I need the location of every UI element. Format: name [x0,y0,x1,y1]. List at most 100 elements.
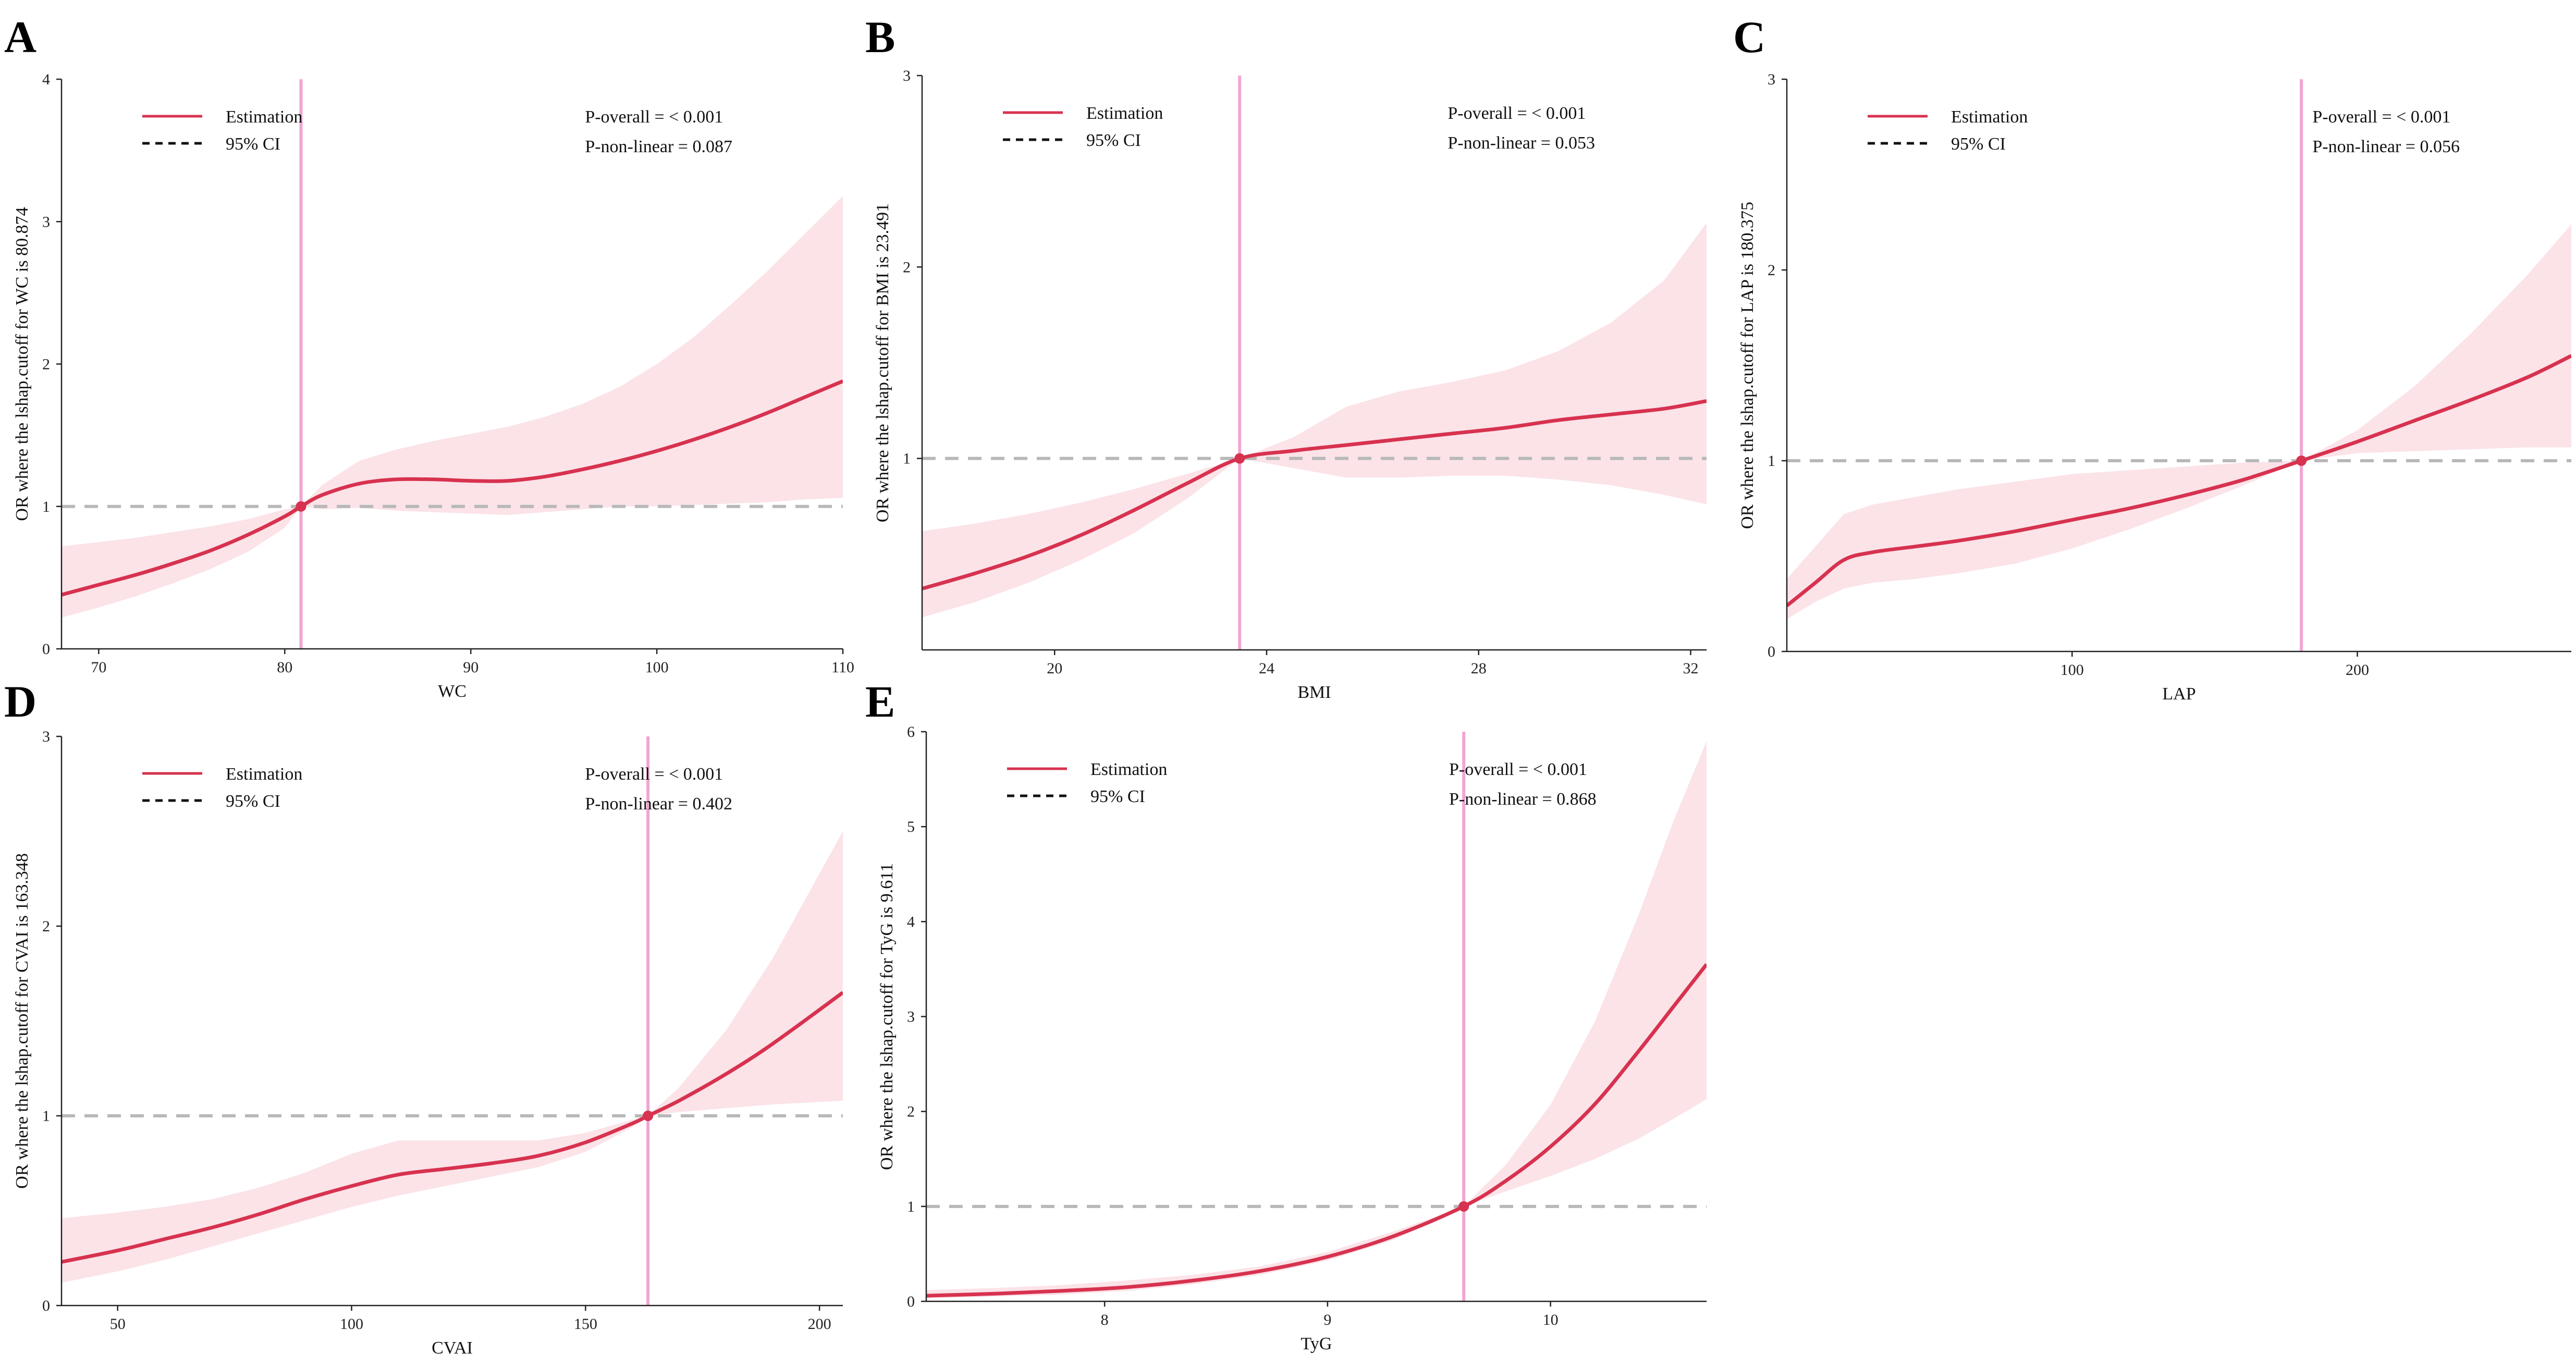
x-axis-title: WC [438,682,467,701]
legend-ci-label: 95% CI [1090,787,1145,806]
p-nonlinear-text: P-non-linear = 0.402 [585,794,732,814]
y-axis-title: OR where the lshap.cutoff for BMI is 23.… [873,203,892,522]
y-tick-label: 0 [1768,643,1775,660]
plot-area [926,732,1707,1301]
estimate-line [62,379,843,597]
x-tick-label: 100 [340,1315,363,1333]
estimate-line [926,963,1707,1298]
x-tick-label: 8 [1101,1311,1109,1328]
x-tick-label: 10 [1543,1311,1559,1328]
x-tick-label: 70 [91,659,106,676]
y-tick-label: 0 [42,1297,50,1314]
x-tick-label: 100 [2060,661,2084,679]
x-axis-title: CVAI [432,1338,473,1354]
y-tick-label: 1 [42,1107,50,1125]
cutoff-point [643,1111,654,1121]
x-tick-label: 110 [831,659,854,676]
x-tick-label: 200 [2346,661,2369,679]
panel-letter: E [865,676,895,727]
estimate-line [1787,354,2571,607]
y-tick-label: 1 [907,1198,915,1215]
legend-estimation-label: Estimation [226,107,302,127]
p-overall-text: P-overall = < 0.001 [1448,104,1586,123]
y-tick-label: 1 [42,498,50,515]
legend-ci-label: 95% CI [1951,134,2006,154]
cutoff-point [296,501,306,512]
ci-band [922,223,1707,618]
x-tick-label: 80 [277,659,292,676]
y-tick-label: 0 [907,1293,915,1310]
legend-ci-label: 95% CI [226,134,280,154]
y-tick-label: 2 [42,356,50,373]
x-tick-label: 20 [1047,660,1062,677]
x-tick-label: 24 [1259,660,1274,677]
cutoff-point [1458,1201,1469,1212]
plot-area [1787,79,2571,651]
x-axis-title: TyG [1301,1334,1332,1353]
y-axis-title: OR where the lshap.cutoff for CVAI is 16… [13,853,32,1189]
panel-letter: A [4,12,36,62]
y-tick-label: 2 [903,259,911,276]
y-tick-label: 3 [42,213,50,230]
x-tick-label: 50 [110,1315,126,1333]
x-tick-label: 100 [645,659,669,676]
p-nonlinear-text: P-non-linear = 0.087 [585,137,732,156]
y-tick-label: 2 [907,1103,915,1121]
p-nonlinear-text: P-non-linear = 0.868 [1449,790,1597,809]
panel-c: C 0 1 2 3 100 200 LAP OR where the lshap.cutoff … [1733,12,2571,704]
legend-estimation-label: Estimation [226,765,302,784]
y-tick-label: 6 [907,723,915,741]
y-tick-label: 3 [907,1008,915,1026]
panel-letter: C [1733,12,1765,62]
legend-ci-label: 95% CI [226,792,280,811]
legend-ci-label: 95% CI [1086,131,1141,150]
estimate-line [62,991,843,1264]
ci-band [926,741,1707,1299]
plot-area [62,736,843,1306]
legend-estimation-label: Estimation [1090,760,1167,779]
panel-d: D 0 1 2 3 50 100 150 200 CVAI OR where the lshap.c… [4,676,843,1354]
x-axis-title: LAP [2162,684,2195,704]
y-tick-label: 1 [1768,452,1775,470]
y-tick-label: 1 [903,450,911,467]
ci-band [62,831,843,1283]
plot-area [62,79,843,649]
panel-a: A 0 1 2 3 4 70 80 90 100 110 WC OR where the lshap.c… [4,12,854,701]
y-tick-label: 5 [907,818,915,835]
x-tick-label: 32 [1683,660,1698,677]
legend-estimation-label: Estimation [1086,104,1163,123]
y-tick-label: 3 [1768,71,1775,88]
p-nonlinear-text: P-non-linear = 0.056 [2312,137,2460,156]
x-tick-label: 28 [1471,660,1487,677]
x-tick-label: 90 [463,659,479,676]
panel-b: B 1 2 3 20 24 28 32 BMI OR where the lshap.cutoff… [865,12,1707,702]
p-overall-text: P-overall = < 0.001 [585,765,723,784]
p-overall-text: P-overall = < 0.001 [1449,760,1587,779]
y-tick-label: 0 [42,641,50,658]
cutoff-point [2296,456,2307,466]
panel-letter: D [4,676,36,727]
y-tick-label: 4 [42,71,50,88]
x-axis-title: BMI [1297,683,1331,702]
x-tick-label: 9 [1323,1311,1331,1328]
y-tick-label: 3 [42,728,50,745]
estimate-line [922,399,1707,590]
ci-band [1787,224,2571,619]
y-tick-label: 2 [1768,262,1775,279]
cutoff-point [1234,453,1245,464]
p-overall-text: P-overall = < 0.001 [2312,107,2450,127]
plot-area [922,76,1707,650]
y-axis-title: OR where the lshap.cutoff for WC is 80.8… [13,207,32,521]
p-nonlinear-text: P-non-linear = 0.053 [1448,133,1595,153]
panel-e: E 0 1 2 3 4 5 6 8 9 10 TyG OR where the lshap.cutoff… [865,676,1707,1353]
x-tick-label: 150 [574,1315,597,1333]
y-tick-label: 4 [907,913,915,930]
ci-band [62,196,843,618]
x-tick-label: 200 [808,1315,831,1333]
panel-letter: B [865,12,895,62]
y-axis-title: OR where the lshap.cutoff for TyG is 9.6… [877,863,897,1170]
y-tick-label: 3 [903,67,911,84]
y-tick-label: 2 [42,918,50,935]
p-overall-text: P-overall = < 0.001 [585,107,723,127]
